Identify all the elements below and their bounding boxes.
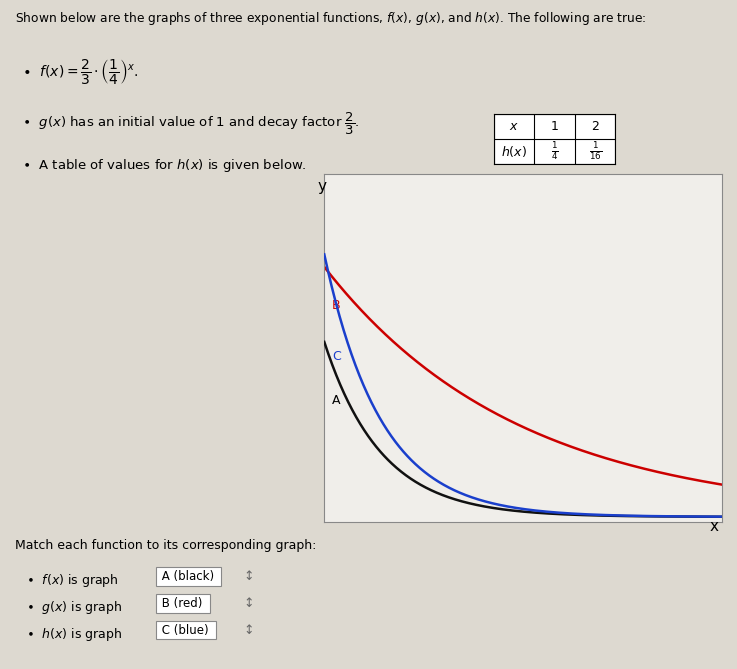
Text: ↕: ↕ — [243, 624, 254, 636]
Text: $\frac{1}{16}$: $\frac{1}{16}$ — [589, 140, 601, 163]
Text: $\bullet$  $g(x)$ is graph: $\bullet$ $g(x)$ is graph — [26, 599, 122, 615]
Text: Shown below are the graphs of three exponential functions, $f(x)$, $g(x)$, and $: Shown below are the graphs of three expo… — [15, 10, 646, 27]
Text: A: A — [332, 394, 340, 407]
Text: $\bullet$  $f(x)$ is graph: $\bullet$ $f(x)$ is graph — [26, 572, 119, 589]
Text: $\bullet$  $h(x)$ is graph: $\bullet$ $h(x)$ is graph — [26, 626, 122, 642]
Text: $\bullet$  $g(x)$ has an initial value of 1 and decay factor $\dfrac{2}{3}$.: $\bullet$ $g(x)$ has an initial value of… — [22, 110, 360, 136]
Text: $2$: $2$ — [591, 120, 599, 132]
Text: Match each function to its corresponding graph:: Match each function to its corresponding… — [15, 539, 316, 551]
Text: $1$: $1$ — [551, 120, 559, 132]
Text: $x$: $x$ — [509, 120, 519, 132]
Text: $\bullet$  A table of values for $h(x)$ is given below.: $\bullet$ A table of values for $h(x)$ i… — [22, 157, 307, 174]
Text: x: x — [709, 519, 719, 535]
Text: B: B — [332, 298, 340, 312]
Text: B (red): B (red) — [158, 597, 206, 609]
Text: $\bullet$  $f(x) = \dfrac{2}{3} \cdot \left(\dfrac{1}{4}\right)^x$.: $\bullet$ $f(x) = \dfrac{2}{3} \cdot \le… — [22, 57, 139, 86]
Text: A (black): A (black) — [158, 570, 218, 583]
Text: C: C — [332, 350, 341, 363]
Text: C (blue): C (blue) — [158, 624, 213, 636]
Text: $\frac{1}{4}$: $\frac{1}{4}$ — [551, 140, 559, 163]
Text: y: y — [318, 179, 326, 194]
Text: ↕: ↕ — [243, 570, 254, 583]
Text: $h(x)$: $h(x)$ — [501, 144, 527, 159]
Text: ↕: ↕ — [243, 597, 254, 609]
